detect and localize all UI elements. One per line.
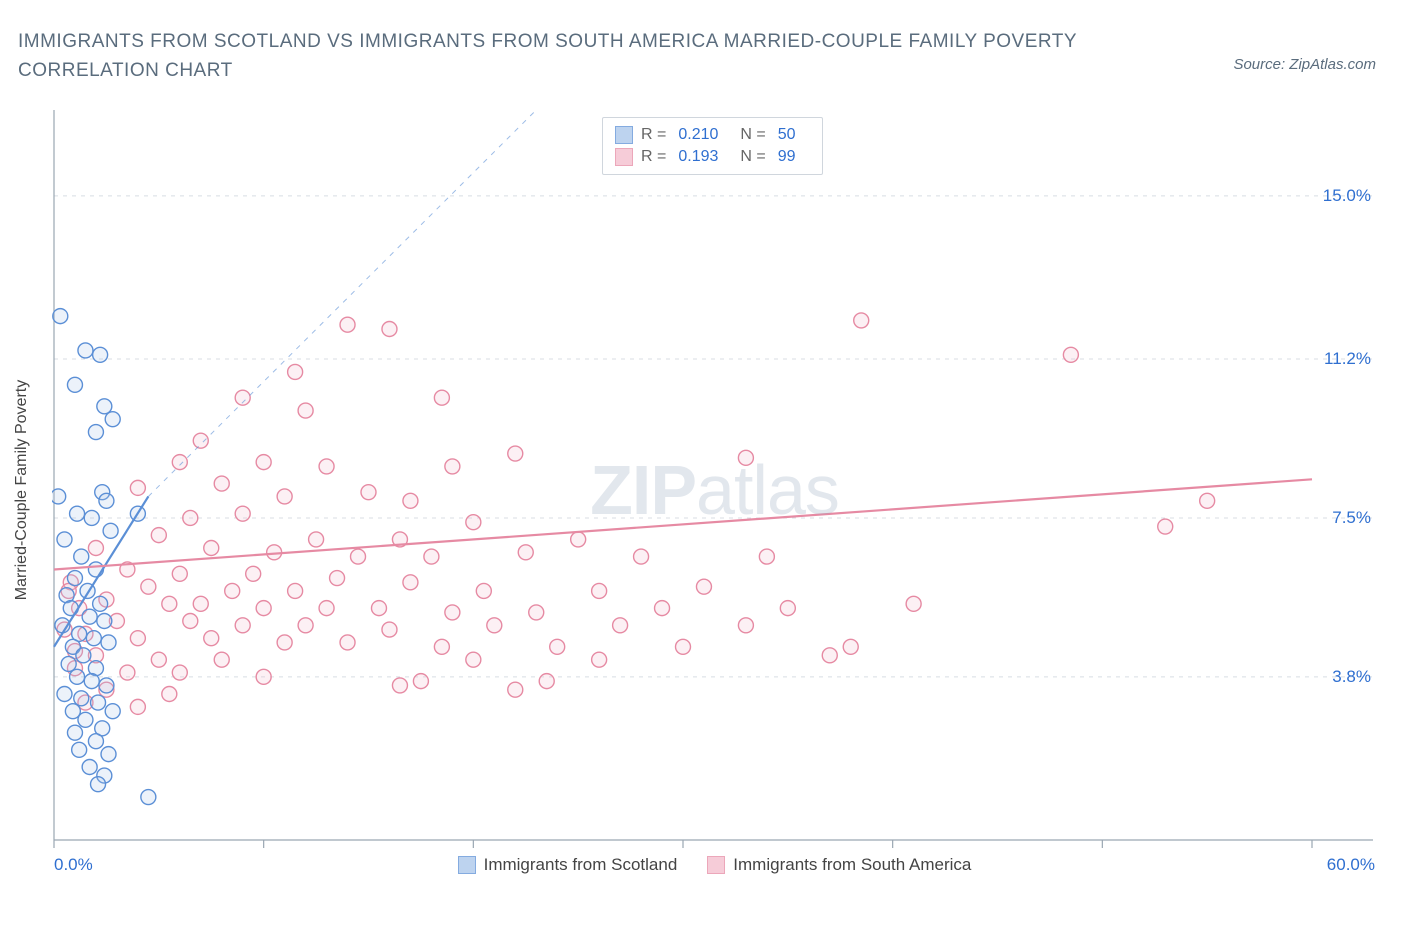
legend-stats-row: R = 0.210 N = 50 bbox=[615, 124, 810, 146]
n-label: N = bbox=[740, 126, 765, 144]
y-tick-label: 7.5% bbox=[1332, 508, 1371, 528]
swatch-icon bbox=[458, 856, 476, 874]
n-label: N = bbox=[740, 148, 765, 166]
chart-area: Married-Couple Family Poverty ZIPatlas R… bbox=[52, 105, 1377, 875]
series-label: Immigrants from South America bbox=[733, 855, 971, 875]
n-value: 50 bbox=[778, 126, 796, 144]
legend-stats-row: R = 0.193 N = 99 bbox=[615, 146, 810, 168]
n-value: 99 bbox=[778, 148, 796, 166]
y-axis-label: Married-Couple Family Poverty bbox=[13, 380, 31, 601]
scatter-plot-svg bbox=[52, 105, 1377, 875]
legend-series-item: Immigrants from Scotland bbox=[458, 855, 678, 875]
r-label: R = bbox=[641, 126, 666, 144]
x-max-label: 60.0% bbox=[1327, 855, 1375, 875]
source-attribution: Source: ZipAtlas.com bbox=[1233, 56, 1376, 73]
chart-container: IMMIGRANTS FROM SCOTLAND VS IMMIGRANTS F… bbox=[0, 0, 1406, 930]
y-tick-label: 11.2% bbox=[1324, 349, 1371, 369]
chart-title: IMMIGRANTS FROM SCOTLAND VS IMMIGRANTS F… bbox=[18, 28, 1118, 85]
swatch-icon bbox=[707, 856, 725, 874]
legend-series-item: Immigrants from South America bbox=[707, 855, 971, 875]
y-tick-label: 3.8% bbox=[1332, 667, 1371, 687]
x-min-label: 0.0% bbox=[54, 855, 93, 875]
legend-series-wrap: Immigrants from Scotland Immigrants from… bbox=[458, 855, 972, 875]
swatch-icon bbox=[615, 148, 633, 166]
series-label: Immigrants from Scotland bbox=[484, 855, 678, 875]
r-value: 0.210 bbox=[678, 126, 718, 144]
bottom-legend: 0.0% Immigrants from Scotland Immigrants… bbox=[52, 855, 1377, 875]
r-value: 0.193 bbox=[678, 148, 718, 166]
y-tick-label: 15.0% bbox=[1323, 186, 1371, 206]
header: IMMIGRANTS FROM SCOTLAND VS IMMIGRANTS F… bbox=[0, 0, 1406, 85]
legend-stats-box: R = 0.210 N = 50 R = 0.193 N = 99 bbox=[602, 117, 823, 175]
r-label: R = bbox=[641, 148, 666, 166]
swatch-icon bbox=[615, 126, 633, 144]
